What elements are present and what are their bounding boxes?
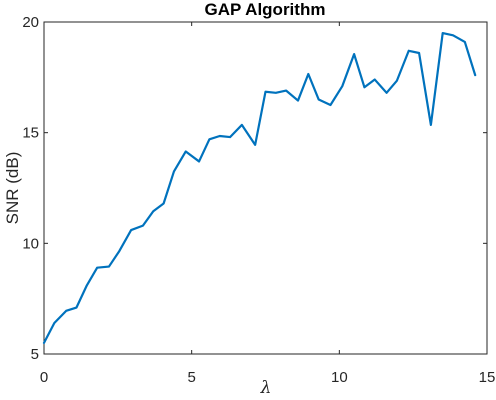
- plot-area: [43, 21, 488, 355]
- y-axis: 5 10 15 20: [22, 14, 487, 363]
- x-tick-label: 5: [187, 369, 195, 386]
- x-axis: 0 5 10 15: [40, 22, 496, 386]
- x-tick-label: 0: [40, 369, 48, 386]
- chart-title: GAP Algorithm: [205, 0, 326, 19]
- x-tick-label: 15: [479, 369, 496, 386]
- data-points: [43, 32, 476, 344]
- x-axis-label: λ: [260, 378, 272, 398]
- plot-box: [43, 21, 488, 355]
- series-line: [42, 31, 477, 345]
- x-tick-label: 10: [331, 369, 348, 386]
- y-tick-label: 20: [22, 14, 39, 31]
- y-axis-label: SNR (dB): [3, 152, 22, 225]
- y-tick-label: 5: [31, 346, 39, 363]
- y-tick-label: 10: [22, 235, 39, 252]
- y-tick-label: 15: [22, 125, 39, 142]
